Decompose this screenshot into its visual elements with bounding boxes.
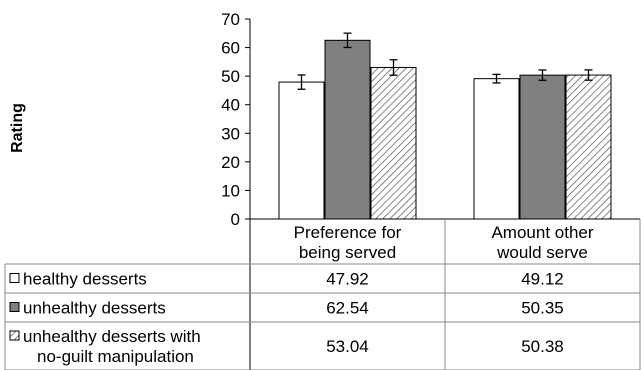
bar xyxy=(565,74,612,220)
series-name: healthy desserts xyxy=(23,270,147,289)
table-cell-value: 47.92 xyxy=(326,270,369,289)
legend-key xyxy=(9,330,20,341)
error-bar xyxy=(538,69,547,81)
y-axis-label: Rating xyxy=(9,103,26,153)
bar xyxy=(370,66,417,220)
error-bar xyxy=(389,59,398,76)
y-tick-label: 30 xyxy=(221,124,240,143)
error-bar xyxy=(492,73,501,84)
y-axis: 0 10 20 30 40 50 60 70 xyxy=(221,10,251,229)
bar xyxy=(324,39,371,220)
legend-key xyxy=(9,302,20,312)
table-cell-value: 62.54 xyxy=(326,299,369,318)
bar xyxy=(473,78,520,220)
series-name: unhealthy desserts with xyxy=(23,327,201,346)
error-bar xyxy=(297,74,306,90)
table-cell-value: 50.38 xyxy=(521,337,564,356)
y-tick-label: 70 xyxy=(221,10,240,29)
category-label: Amount other xyxy=(491,223,593,242)
y-tick-label: 0 xyxy=(231,210,240,229)
table-cell-value: 50.35 xyxy=(521,299,564,318)
category-label: would serve xyxy=(496,243,588,262)
y-tick-label: 10 xyxy=(221,181,240,200)
y-tick-label: 40 xyxy=(221,96,240,115)
category-label: Preference for xyxy=(294,223,402,242)
table-cell-value: 49.12 xyxy=(521,270,564,289)
bar xyxy=(519,74,566,220)
series-name: no-guilt manipulation xyxy=(37,347,194,366)
error-bar xyxy=(343,32,352,49)
y-tick-label: 20 xyxy=(221,153,240,172)
y-tick-label: 50 xyxy=(221,67,240,86)
table-cell-value: 53.04 xyxy=(326,337,369,356)
bar xyxy=(278,81,325,220)
y-tick-label: 60 xyxy=(221,39,240,58)
error-bar xyxy=(584,69,593,81)
series-name: unhealthy desserts xyxy=(23,299,166,318)
category-label: being served xyxy=(299,243,396,262)
legend-key xyxy=(9,273,20,283)
bars xyxy=(278,32,612,220)
